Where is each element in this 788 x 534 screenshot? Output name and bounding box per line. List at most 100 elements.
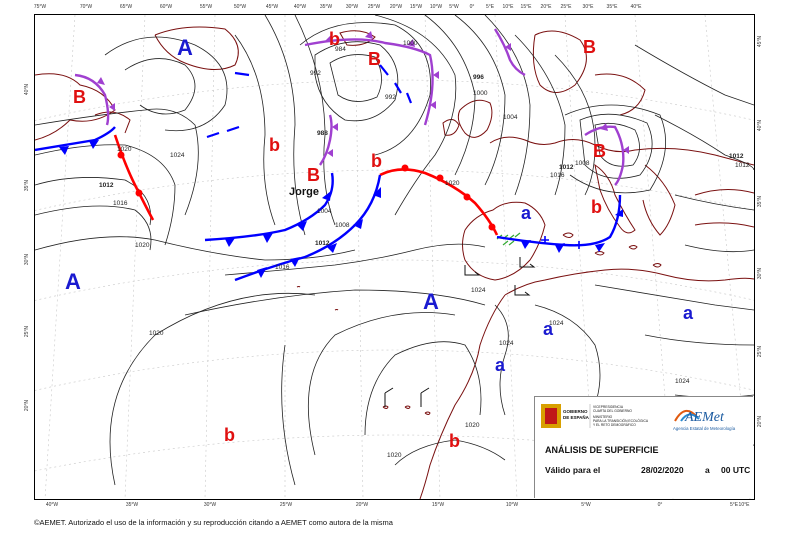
longitude-label: 35°W xyxy=(319,4,333,10)
high-pressure-label: A xyxy=(65,269,81,294)
isobar-label: 1012 xyxy=(99,182,114,189)
isobar-label: 1024 xyxy=(471,287,486,294)
isobar-label: 1004 xyxy=(503,114,518,121)
longitude-label: 30°E xyxy=(582,4,594,10)
gov-line: CUARTA DEL GOBIERNO xyxy=(593,409,632,413)
isobar-label: 1020 xyxy=(149,330,164,337)
longitude-label: 0° xyxy=(657,502,663,508)
gov-line: PARA LA TRANSICIÓN ECOLÓGICA xyxy=(593,418,649,423)
longitude-label: 20°W xyxy=(355,502,369,508)
longitude-label: 15°W xyxy=(409,4,423,10)
occluded-fronts xyxy=(74,28,625,186)
isobar-label: 1016 xyxy=(550,172,565,179)
isobar-label: 1008 xyxy=(575,160,590,167)
valid-at: a xyxy=(705,465,710,475)
longitude-label: 40°W xyxy=(45,502,59,508)
longitude-label: 65°W xyxy=(119,4,133,10)
valid-label: Válido para el xyxy=(545,465,601,475)
secondary-low-label: b xyxy=(449,431,460,451)
secondary-low-label: b xyxy=(591,197,602,217)
isobar-label: 988 xyxy=(317,130,328,137)
longitude-label: 5°E xyxy=(729,502,739,508)
aemet-logo: AEMet Agencia Estatal de Meteorología xyxy=(673,410,736,431)
latitude-label: 25°N xyxy=(24,326,30,338)
isobar-label-layer: 1020 1024 1012 1016 1020 1012 1016 1008 … xyxy=(99,40,750,459)
latitude-label: 25°N xyxy=(757,346,763,358)
isobar-label: 1020 xyxy=(117,146,132,153)
analysis-title: ANÁLISIS DE SUPERFICIE xyxy=(545,445,659,455)
isobar-label: 1024 xyxy=(170,152,185,159)
low-pressure-label: B xyxy=(73,87,86,107)
longitude-label: 45°W xyxy=(265,4,279,10)
cold-front-symbols xyxy=(59,140,623,278)
latitude-label: 35°N xyxy=(24,180,30,192)
low-pressure-label: B xyxy=(583,37,596,57)
longitude-label: 70°W xyxy=(79,4,93,10)
isobar-label: 992 xyxy=(310,70,321,77)
valid-time: 00 UTC xyxy=(721,465,751,475)
longitude-label: 10°W xyxy=(429,4,443,10)
stationary-front-symbols xyxy=(541,236,583,249)
secondary-low-label: b xyxy=(269,135,280,155)
isobar-label: 996 xyxy=(473,74,484,81)
latitude-label: 30°N xyxy=(24,254,30,266)
longitude-label: 55°W xyxy=(199,4,213,10)
low-pressure-label: B xyxy=(307,165,320,185)
latitude-label: 35°N xyxy=(757,196,763,208)
latitude-label: 40°N xyxy=(757,120,763,132)
longitude-label: 10°E xyxy=(502,4,514,10)
valid-date: 28/02/2020 xyxy=(641,465,684,475)
isobar-label: 1016 xyxy=(275,264,290,271)
longitude-label: 35°W xyxy=(125,502,139,508)
longitude-label: 20°W xyxy=(389,4,403,10)
longitude-label: 30°W xyxy=(203,502,217,508)
occluded-front-symbols xyxy=(97,31,629,157)
longitude-label: 5°E xyxy=(485,4,495,10)
isobar-label: 1000 xyxy=(403,40,418,47)
gov-line: MINISTERIO xyxy=(593,415,613,419)
secondary-high-label: a xyxy=(521,203,532,223)
troughs xyxy=(206,64,413,139)
longitude-label: 5°W xyxy=(449,4,459,10)
isobar-label: 1020 xyxy=(465,422,480,429)
storm-name-label: Jorge xyxy=(289,186,319,198)
latitude-label: 20°N xyxy=(24,400,30,412)
secondary-high-label: a xyxy=(543,319,554,339)
longitude-label: 5°W xyxy=(581,502,591,508)
isobar-label: 992 xyxy=(385,94,396,101)
longitude-label: 10°W xyxy=(505,502,519,508)
isobar-label: 984 xyxy=(335,46,346,53)
isobar-label: 1012 xyxy=(729,153,744,160)
isobar-label: 1012 xyxy=(559,164,574,171)
info-panel: GOBIERNO DE ESPAÑA VICEPRESIDENCIA CUART… xyxy=(534,396,753,498)
longitude-labels-bottom: 40°W 35°W 30°W 25°W 20°W 15°W 10°W 5°W 0° 5°E 10°E xyxy=(34,502,753,512)
longitude-label: 15°W xyxy=(431,502,445,508)
latitude-label: 40°N xyxy=(24,84,30,96)
longitude-label: 50°W xyxy=(233,4,247,10)
gov-name-line: GOBIERNO xyxy=(563,409,588,414)
longitude-label: 75°W xyxy=(33,4,47,10)
longitude-label: 60°W xyxy=(159,4,173,10)
warm-front-symbols xyxy=(117,151,496,231)
isobar-label: 1012 xyxy=(315,240,330,247)
longitude-label: 25°W xyxy=(279,502,293,508)
isobar-label: 1024 xyxy=(675,378,690,385)
longitude-label: 0° xyxy=(469,4,475,10)
aemet-logo-text: AEMet xyxy=(684,410,725,425)
isobar-label: 1020 xyxy=(445,180,460,187)
isobar-label: 1020 xyxy=(387,452,402,459)
pressure-centres: A A A B B B B B b b b b b b a a a a Jorg… xyxy=(65,29,694,451)
isobar-label: 1024 xyxy=(499,340,514,347)
latitude-label: 30°N xyxy=(757,268,763,280)
longitude-label: 15°E xyxy=(520,4,532,10)
secondary-low-label: b xyxy=(224,425,235,445)
high-pressure-label: A xyxy=(423,289,439,314)
wind-barbs xyxy=(384,257,536,407)
copyright-notice: ©AEMET. Autorizado el uso de la informac… xyxy=(34,518,393,527)
cold-fronts xyxy=(35,126,622,282)
longitude-label: 20°E xyxy=(540,4,552,10)
isobar-label: 1012 xyxy=(735,162,750,169)
secondary-high-label: a xyxy=(495,355,506,375)
high-pressure-label: A xyxy=(177,35,193,60)
government-logo: GOBIERNO DE ESPAÑA VICEPRESIDENCIA CUART… xyxy=(539,401,667,431)
